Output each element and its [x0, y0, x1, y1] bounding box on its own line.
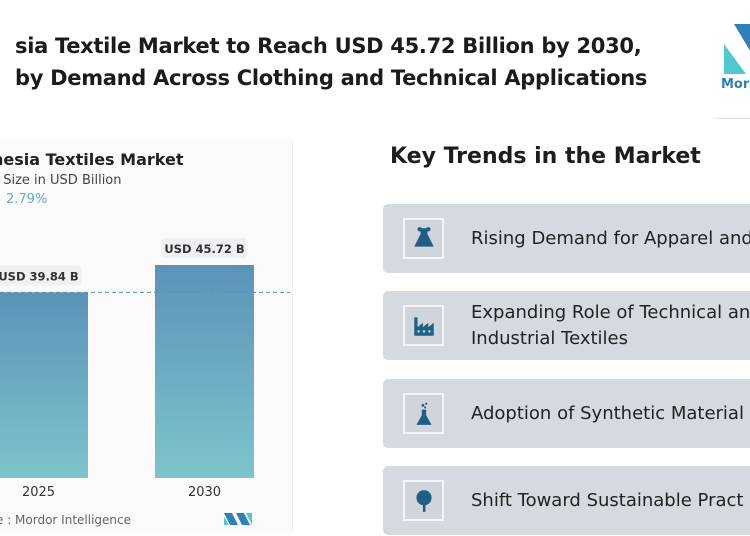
divider: [715, 118, 750, 119]
icon-box: [403, 305, 444, 346]
trend-card: Shift Toward Sustainable Pract: [383, 466, 750, 535]
trend-card: Expanding Role of Technical an Industria…: [383, 291, 750, 360]
trends-title: Key Trends in the Market: [390, 144, 701, 169]
headline-line-2: by Demand Across Clothing and Technical …: [15, 66, 648, 90]
mordor-logo-icon: [724, 24, 750, 74]
data-label-bg: [161, 238, 248, 258]
trend-label: Rising Demand for Apparel and: [471, 227, 750, 249]
dress-icon: [413, 226, 434, 247]
trend-card: Rising Demand for Apparel and: [383, 204, 750, 273]
icon-box: [403, 218, 444, 259]
tree-icon: [415, 489, 432, 512]
x-tick-label: 2030: [188, 485, 221, 500]
chart-subtitle: t Size in USD Billion: [0, 173, 122, 188]
data-label: USD 39.84 B: [0, 269, 79, 283]
chart-title: nesia Textiles Market: [0, 150, 184, 169]
headline-line-1: sia Textile Market to Reach USD 45.72 Bi…: [15, 34, 642, 58]
bar-chart: USD 39.84 B 2025 USD 45.72 B 2030: [0, 238, 290, 500]
trend-label: Shift Toward Sustainable Pract: [471, 489, 744, 511]
cagr-value: 2.79%: [6, 192, 48, 207]
bar-2030: [155, 265, 254, 478]
mordor-small-logo-icon: [224, 513, 252, 525]
trend-card: Adoption of Synthetic Material: [383, 379, 750, 448]
bar-2025: [0, 292, 88, 478]
icon-box: [403, 480, 444, 521]
data-label-bg: [0, 265, 82, 286]
headline: sia Textile Market to Reach USD 45.72 Bi…: [0, 30, 647, 94]
icon-box: [403, 393, 444, 434]
x-tick-label: 2025: [22, 485, 55, 500]
data-label: USD 45.72 B: [164, 242, 244, 256]
trend-label: Expanding Role of Technical an Industria…: [471, 301, 750, 349]
flask-icon: [415, 402, 432, 425]
chart-source: e : Mordor Intelligence: [0, 513, 131, 527]
factory-icon: [413, 316, 434, 336]
logo-text: Mord: [721, 77, 750, 92]
trend-label: Adoption of Synthetic Material: [471, 402, 744, 424]
